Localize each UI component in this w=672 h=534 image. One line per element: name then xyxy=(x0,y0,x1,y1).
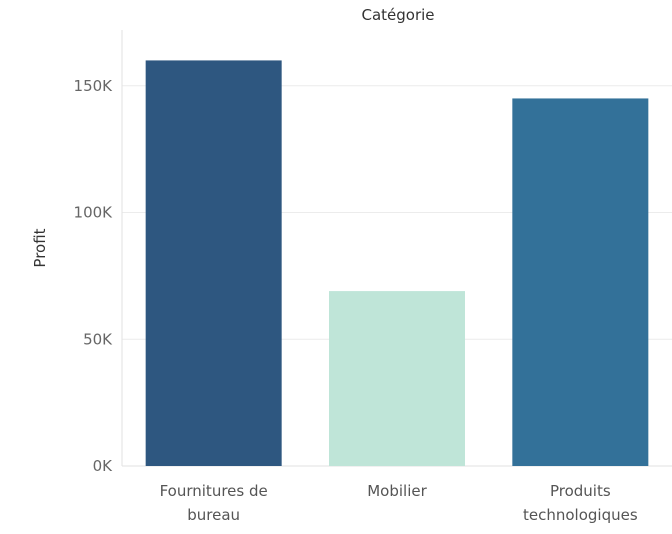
y-tick-labels: 0K 50K 100K 150K xyxy=(74,77,114,475)
category-label: bureau xyxy=(187,506,240,524)
category-label: technologiques xyxy=(523,506,638,524)
category-labels: Fournitures de bureau Mobilier Produits tech… xyxy=(160,482,638,524)
bar[interactable] xyxy=(145,60,282,466)
category-label: Fournitures de xyxy=(160,482,268,500)
y-tick-label: 50K xyxy=(83,330,113,348)
y-tick-label: 0K xyxy=(93,457,114,475)
bar[interactable] xyxy=(512,98,649,466)
y-axis-title: Profit xyxy=(31,228,49,267)
y-tick-label: 100K xyxy=(74,204,114,222)
column-header: Catégorie xyxy=(361,6,434,24)
bar[interactable] xyxy=(329,291,465,466)
category-label: Mobilier xyxy=(367,482,427,500)
y-tick-label: 150K xyxy=(74,77,114,95)
category-label: Produits xyxy=(550,482,611,500)
bars[interactable] xyxy=(145,60,649,466)
